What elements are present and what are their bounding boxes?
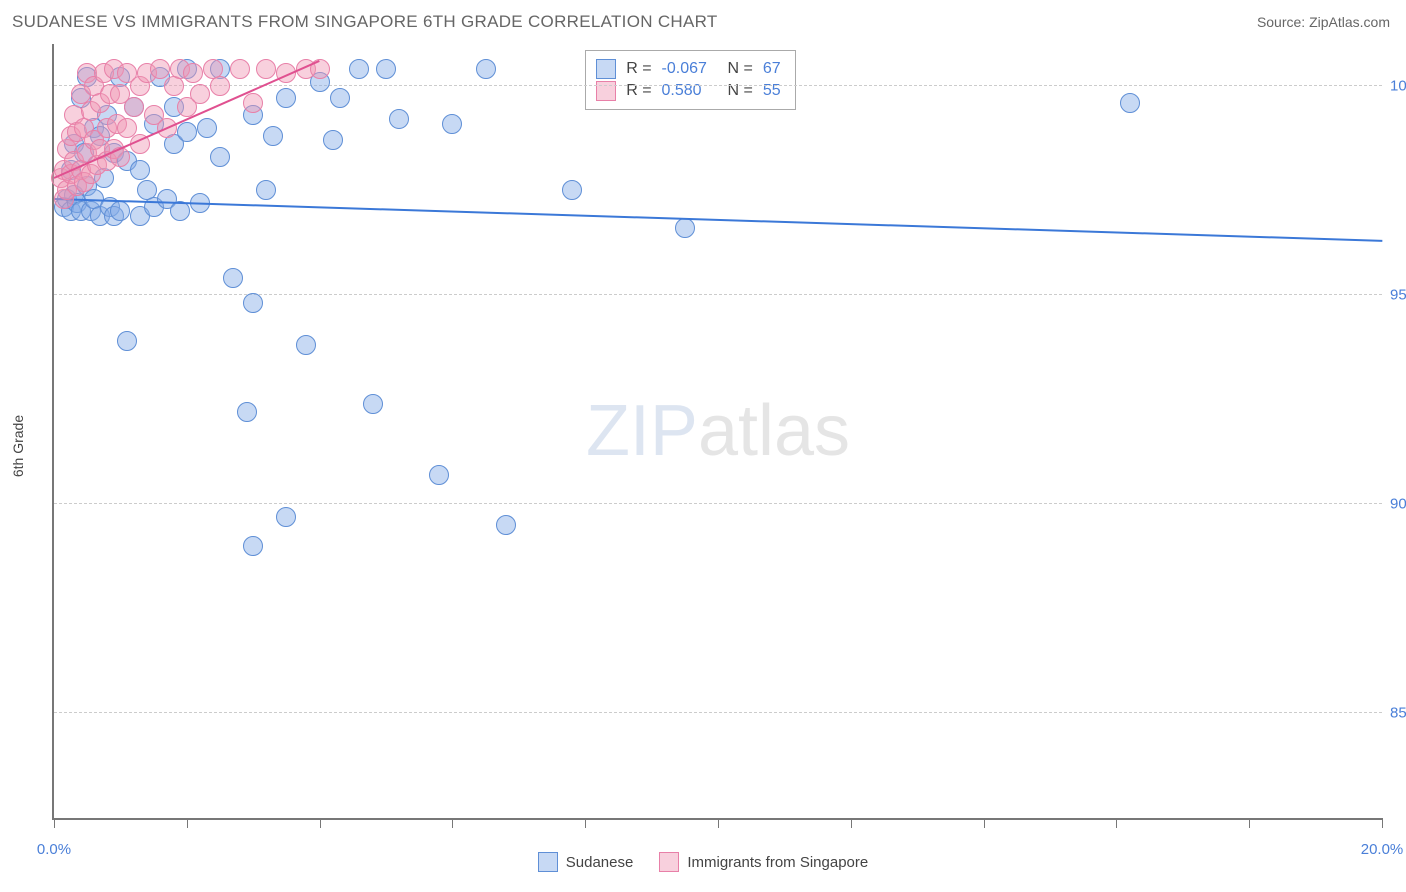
scatter-point [117, 331, 137, 351]
scatter-point [243, 293, 263, 313]
x-tick [718, 818, 719, 828]
scatter-point [442, 114, 462, 134]
watermark: ZIPatlas [586, 390, 850, 472]
scatter-point [124, 97, 144, 117]
bottom-legend: Sudanese Immigrants from Singapore [0, 852, 1406, 872]
x-tick [1116, 818, 1117, 828]
scatter-point [177, 122, 197, 142]
legend-r-value-0: -0.067 [662, 60, 718, 78]
legend-stats-box: R = -0.067 N = 67 R = 0.580 N = 55 [585, 50, 795, 110]
scatter-point [130, 160, 150, 180]
scatter-point [263, 126, 283, 146]
scatter-point [183, 63, 203, 83]
legend-swatch-0 [596, 59, 616, 79]
scatter-point [389, 109, 409, 129]
x-tick [187, 818, 188, 828]
y-tick-label: 95.0% [1390, 287, 1406, 304]
watermark-part-b: atlas [698, 391, 850, 471]
source-attribution: Source: ZipAtlas.com [1257, 14, 1390, 30]
scatter-point [190, 84, 210, 104]
legend-row-series-0: R = -0.067 N = 67 [596, 59, 780, 79]
scatter-point [117, 118, 137, 138]
scatter-point [223, 268, 243, 288]
bottom-legend-label-1: Immigrants from Singapore [687, 854, 868, 871]
scatter-point [1120, 93, 1140, 113]
scatter-point [429, 465, 449, 485]
scatter-point [197, 118, 217, 138]
scatter-point [237, 402, 257, 422]
scatter-point [276, 88, 296, 108]
scatter-point [296, 335, 316, 355]
x-tick [54, 818, 55, 828]
x-tick [1382, 818, 1383, 828]
scatter-point [349, 59, 369, 79]
x-tick [851, 818, 852, 828]
bottom-legend-item-0: Sudanese [538, 852, 634, 872]
gridline-h [54, 712, 1382, 713]
scatter-point [256, 180, 276, 200]
legend-r-label-0: R = [626, 60, 651, 78]
scatter-point [230, 59, 250, 79]
scatter-point [675, 218, 695, 238]
scatter-point [330, 88, 350, 108]
gridline-h [54, 503, 1382, 504]
scatter-point [210, 147, 230, 167]
scatter-point [562, 180, 582, 200]
x-tick [320, 818, 321, 828]
y-tick-label: 90.0% [1390, 496, 1406, 513]
bottom-legend-label-0: Sudanese [566, 854, 634, 871]
watermark-part-a: ZIP [586, 391, 698, 471]
scatter-point [476, 59, 496, 79]
scatter-point [256, 59, 276, 79]
scatter-point [276, 507, 296, 527]
legend-n-label-0: N = [728, 60, 753, 78]
y-tick-label: 100.0% [1390, 77, 1406, 94]
y-axis-title: 6th Grade [10, 415, 26, 477]
scatter-point [363, 394, 383, 414]
bottom-legend-swatch-0 [538, 852, 558, 872]
trend-line [54, 198, 1382, 242]
scatter-point [323, 130, 343, 150]
scatter-point [376, 59, 396, 79]
header: SUDANESE VS IMMIGRANTS FROM SINGAPORE 6T… [0, 0, 1406, 44]
chart-title: SUDANESE VS IMMIGRANTS FROM SINGAPORE 6T… [12, 12, 718, 32]
legend-n-value-0: 67 [763, 60, 781, 78]
scatter-point [243, 536, 263, 556]
y-tick-label: 85.0% [1390, 705, 1406, 722]
bottom-legend-item-1: Immigrants from Singapore [659, 852, 868, 872]
gridline-h [54, 85, 1382, 86]
x-tick [1249, 818, 1250, 828]
scatter-point [150, 59, 170, 79]
x-tick [984, 818, 985, 828]
x-tick [585, 818, 586, 828]
x-tick [452, 818, 453, 828]
scatter-point [243, 93, 263, 113]
plot-area: ZIPatlas R = -0.067 N = 67 R = 0.580 N =… [52, 44, 1382, 820]
bottom-legend-swatch-1 [659, 852, 679, 872]
scatter-point [496, 515, 516, 535]
scatter-point [110, 201, 130, 221]
scatter-point [170, 201, 190, 221]
scatter-point [210, 76, 230, 96]
